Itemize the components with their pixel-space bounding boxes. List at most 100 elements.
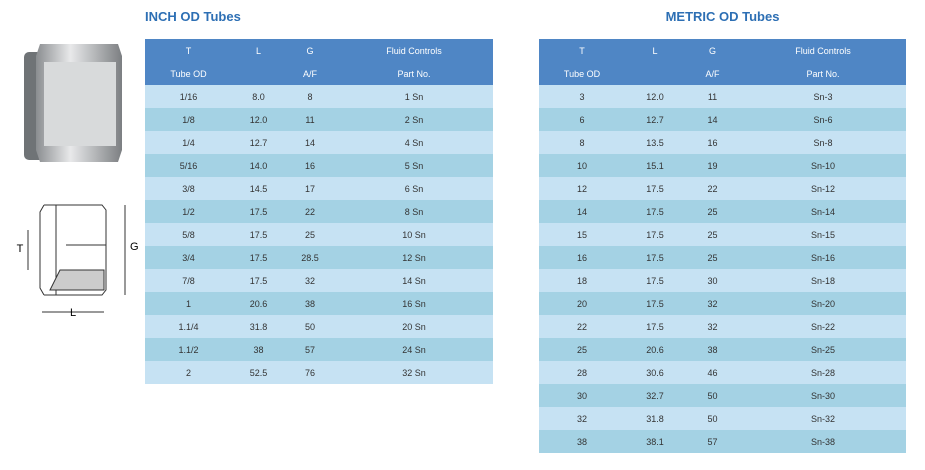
table-cell: Sn-8	[740, 131, 906, 154]
table-cell: 76	[285, 361, 335, 384]
table-cell: 25	[685, 200, 740, 223]
table-cell: 31.8	[625, 407, 685, 430]
table-cell: 20.6	[625, 338, 685, 361]
header-row: T L G Fluid Controls	[145, 39, 493, 62]
table-cell: 12.7	[625, 108, 685, 131]
header-cell: L	[625, 39, 685, 62]
table-cell: 15	[539, 223, 625, 246]
table-cell: 1.1/2	[145, 338, 232, 361]
table-cell: 1 Sn	[335, 85, 493, 108]
table-cell: 32	[539, 407, 625, 430]
table-cell: 17.5	[625, 177, 685, 200]
table-cell: 13.5	[625, 131, 685, 154]
table-cell: 52.5	[232, 361, 285, 384]
table-row: 7/8 17.5 32 14 Sn	[145, 269, 493, 292]
table-cell: Sn-30	[740, 384, 906, 407]
header-cell: T	[145, 39, 232, 62]
table-cell: 38	[232, 338, 285, 361]
metric-title: METRIC OD Tubes	[665, 9, 780, 24]
table-cell: 1/16	[145, 85, 232, 108]
table-row: 22 17.5 32 Sn-22	[539, 315, 906, 338]
table-cell: 30	[539, 384, 625, 407]
table-row: 15 17.5 25 Sn-15	[539, 223, 906, 246]
table-cell: Sn-28	[740, 361, 906, 384]
table-cell: 22	[539, 315, 625, 338]
table-cell: 17.5	[625, 292, 685, 315]
header-cell: Tube OD	[539, 62, 625, 85]
table-cell: 12.7	[232, 131, 285, 154]
table-cell: 14	[285, 131, 335, 154]
table-row: 30 32.7 50 Sn-30	[539, 384, 906, 407]
table-cell: Sn-32	[740, 407, 906, 430]
table-cell: 2 Sn	[335, 108, 493, 131]
table-cell: 3/4	[145, 246, 232, 269]
table-row: 1/4 12.7 14 4 Sn	[145, 131, 493, 154]
table-cell: 17.5	[625, 246, 685, 269]
metric-table: T L G Fluid Controls Tube OD A/F Part No. 3 12.0…	[539, 39, 906, 453]
table-cell: 17.5	[232, 269, 285, 292]
table-cell: 17.5	[232, 223, 285, 246]
table-cell: Sn-15	[740, 223, 906, 246]
table-cell: 38	[539, 430, 625, 453]
table-cell: 1/4	[145, 131, 232, 154]
header-cell: A/F	[285, 62, 335, 85]
header-cell: Part No.	[335, 62, 493, 85]
technical-drawing	[27, 204, 126, 313]
table-cell: 5 Sn	[335, 154, 493, 177]
header-cell: Fluid Controls	[335, 39, 493, 62]
table-cell: 38	[285, 292, 335, 315]
table-cell: 5/16	[145, 154, 232, 177]
table-row: 6 12.7 14 Sn-6	[539, 108, 906, 131]
table-cell: 18	[539, 269, 625, 292]
table-cell: 14 Sn	[335, 269, 493, 292]
table-cell: 17.5	[625, 269, 685, 292]
table-row: 1/8 12.0 11 2 Sn	[145, 108, 493, 131]
table-cell: 2	[145, 361, 232, 384]
header-cell: G	[285, 39, 335, 62]
table-cell: 1/2	[145, 200, 232, 223]
header-row: Tube OD A/F Part No.	[145, 62, 493, 85]
table-cell: 14	[539, 200, 625, 223]
table-cell: 10 Sn	[335, 223, 493, 246]
table-cell: 38	[685, 338, 740, 361]
table-cell: 8 Sn	[335, 200, 493, 223]
table-cell: 1/8	[145, 108, 232, 131]
header-cell: T	[539, 39, 625, 62]
table-cell: 10	[539, 154, 625, 177]
table-cell: 16	[685, 131, 740, 154]
table-row: 12 17.5 22 Sn-12	[539, 177, 906, 200]
inch-table: T L G Fluid Controls Tube OD A/F Part No. 1/16 8…	[145, 39, 493, 384]
table-cell: 11	[685, 85, 740, 108]
table-cell: 8.0	[232, 85, 285, 108]
table-cell: 16	[285, 154, 335, 177]
table-cell: 25	[539, 338, 625, 361]
table-cell: 32 Sn	[335, 361, 493, 384]
table-cell: 57	[285, 338, 335, 361]
table-row: 5/16 14.0 16 5 Sn	[145, 154, 493, 177]
table-cell: 5/8	[145, 223, 232, 246]
table-cell: 46	[685, 361, 740, 384]
header-cell: Tube OD	[145, 62, 232, 85]
table-row: 32 31.8 50 Sn-32	[539, 407, 906, 430]
table-cell: 38.1	[625, 430, 685, 453]
table-cell: 11	[285, 108, 335, 131]
header-row: Tube OD A/F Part No.	[539, 62, 906, 85]
table-row: 1/16 8.0 8 1 Sn	[145, 85, 493, 108]
table-cell: Sn-16	[740, 246, 906, 269]
table-cell: Sn-12	[740, 177, 906, 200]
table-cell: 14.5	[232, 177, 285, 200]
table-row: 1/2 17.5 22 8 Sn	[145, 200, 493, 223]
table-row: 3/8 14.5 17 6 Sn	[145, 177, 493, 200]
table-row: 1.1/4 31.8 50 20 Sn	[145, 315, 493, 338]
table-cell: 14	[685, 108, 740, 131]
table-cell: 25	[685, 223, 740, 246]
table-cell: 50	[685, 407, 740, 430]
table-row: 3 12.0 11 Sn-3	[539, 85, 906, 108]
header-cell: G	[685, 39, 740, 62]
table-cell: 17.5	[625, 223, 685, 246]
table-cell: 12.0	[625, 85, 685, 108]
header-cell: Part No.	[740, 62, 906, 85]
table-cell: 8	[285, 85, 335, 108]
table-cell: 57	[685, 430, 740, 453]
table-cell: Sn-20	[740, 292, 906, 315]
